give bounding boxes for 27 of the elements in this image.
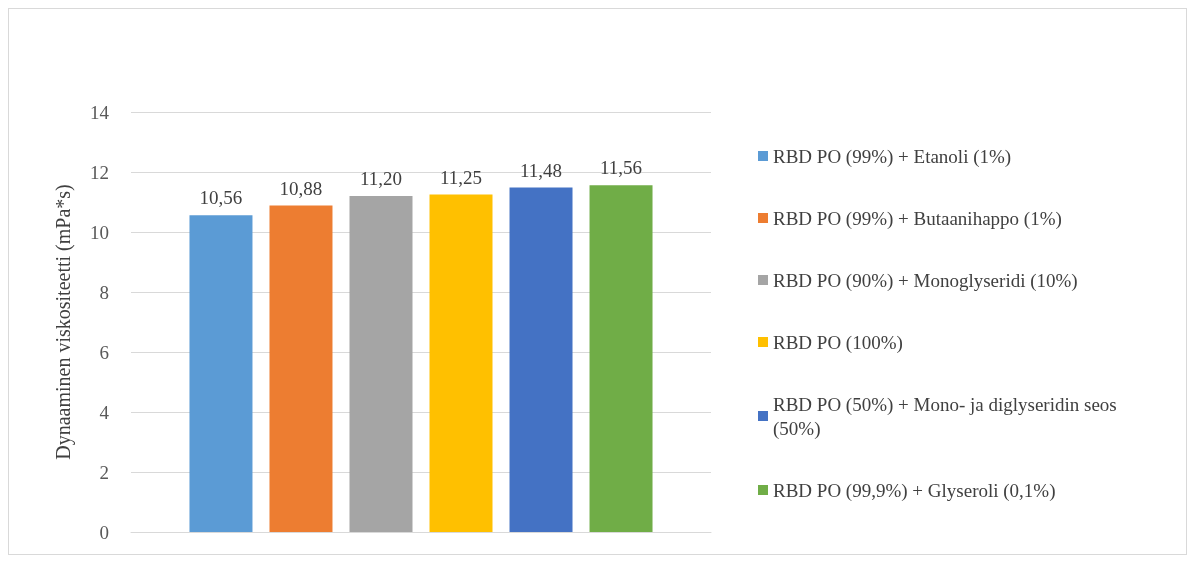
data-label: 11,25	[439, 166, 483, 188]
legend-label: RBD PO (90%) + Monoglyseridi (10%)	[773, 269, 1078, 292]
data-label: 10,56	[199, 187, 243, 209]
legend-label: RBD PO (99%) + Butaanihappo (1%)	[773, 207, 1062, 230]
legend-label: RBD PO (99%) + Etanoli (1%)	[773, 145, 1012, 168]
legend-label: RBD PO (100%)	[773, 331, 903, 354]
y-axis-title: Dynaaminen viskositeetti (mPa*s)	[52, 184, 75, 460]
data-label: 11,20	[359, 168, 403, 189]
y-tick-label: 4	[99, 401, 110, 423]
legend-label: RBD PO (50%) + Mono- ja diglyseridin seos (50%)	[773, 393, 1127, 440]
y-tick-label: 12	[90, 161, 109, 183]
y-tick-label: 6	[99, 341, 109, 363]
bar	[589, 185, 653, 532]
y-tick-label: 14	[90, 101, 110, 123]
y-tick-label: 0	[99, 521, 109, 543]
legend-label: RBD PO (99,9%) + Glyseroli (0,1%)	[773, 479, 1056, 502]
data-label: 11,56	[600, 157, 643, 179]
bar	[349, 196, 413, 532]
y-tick-label: 2	[99, 461, 109, 483]
bar	[509, 187, 573, 532]
bar	[429, 194, 493, 532]
data-label: 10,88	[279, 177, 323, 199]
data-label: 11,48	[519, 159, 563, 181]
bar	[189, 215, 253, 532]
bar	[269, 205, 333, 532]
y-tick-label: 10	[90, 221, 109, 243]
y-tick-label: 8	[99, 281, 109, 303]
